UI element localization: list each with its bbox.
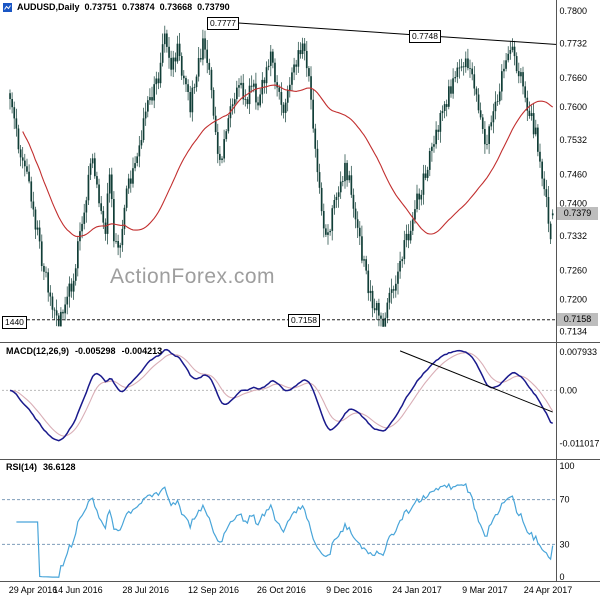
svg-text:0.007933: 0.007933 xyxy=(560,347,598,357)
svg-text:100: 100 xyxy=(560,461,575,471)
macd-value-signal: -0.004213 xyxy=(121,346,163,356)
support-level-badge: 0.7158 xyxy=(557,313,598,326)
svg-text:9 Mar 2017: 9 Mar 2017 xyxy=(462,585,508,595)
svg-text:9 Dec 2016: 9 Dec 2016 xyxy=(326,585,372,595)
resistance-label-7777[interactable]: 0.7777 xyxy=(207,17,239,30)
svg-text:0.7260: 0.7260 xyxy=(560,266,588,276)
svg-text:0.7134: 0.7134 xyxy=(560,326,588,336)
svg-text:0.7600: 0.7600 xyxy=(560,102,588,112)
ma-line xyxy=(22,84,554,237)
macd-value-main: -0.005298 xyxy=(75,346,116,356)
current-price-badge: 0.7379 xyxy=(557,207,598,220)
watermark: ActionForex.com xyxy=(110,265,276,288)
svg-text:70: 70 xyxy=(560,495,570,505)
svg-text:14 Jun 2016: 14 Jun 2016 xyxy=(53,585,103,595)
macd-trendline[interactable] xyxy=(399,350,553,413)
svg-text:0.7532: 0.7532 xyxy=(560,135,588,145)
macd-indicator-label: MACD(12,26,9) -0.005298 -0.004213 xyxy=(6,346,162,356)
svg-text:24 Jan 2017: 24 Jan 2017 xyxy=(392,585,442,595)
rsi-name: RSI(14) xyxy=(6,462,38,472)
svg-text:24 Apr 2017: 24 Apr 2017 xyxy=(524,585,573,595)
support-label-7158[interactable]: 0.7158 xyxy=(288,314,320,327)
quote-open: 0.73751 xyxy=(84,2,118,12)
svg-text:0.7200: 0.7200 xyxy=(560,295,588,305)
svg-text:0.7400: 0.7400 xyxy=(560,198,588,208)
svg-text:26 Oct 2016: 26 Oct 2016 xyxy=(257,585,306,595)
svg-text:0.7800: 0.7800 xyxy=(560,6,588,16)
svg-text:0: 0 xyxy=(560,572,565,582)
rsi-axis-ticks: 100 70 30 0 xyxy=(560,461,575,582)
svg-text:-0.011017: -0.011017 xyxy=(560,438,600,448)
chart-title: AUDUSD,Daily 0.73751 0.73874 0.73668 0.7… xyxy=(3,2,230,12)
macd-line xyxy=(9,348,554,442)
price-trendline[interactable] xyxy=(221,21,558,45)
price-axis-ticks: 0.7800 0.7732 0.7660 0.7600 0.7532 0.7460 0.74… xyxy=(560,6,588,336)
support-label-1440[interactable]: 1440 xyxy=(2,316,27,329)
svg-text:0.7660: 0.7660 xyxy=(560,73,588,83)
resistance-label-7748[interactable]: 0.7748 xyxy=(409,30,441,43)
svg-text:0.7460: 0.7460 xyxy=(560,169,588,179)
macd-axis-ticks: 0.007933 0.00 -0.011017 xyxy=(560,347,600,448)
svg-text:28 Jul 2016: 28 Jul 2016 xyxy=(122,585,169,595)
macd-name: MACD(12,26,9) xyxy=(6,346,70,356)
quote-close: 0.73790 xyxy=(197,2,230,12)
rsi-indicator-label: RSI(14) 36.6128 xyxy=(6,462,76,472)
quote-high: 0.73874 xyxy=(122,2,155,12)
svg-text:0.7732: 0.7732 xyxy=(560,39,588,49)
svg-text:29 Apr 2016: 29 Apr 2016 xyxy=(9,585,58,595)
quote-low: 0.73668 xyxy=(159,2,193,12)
rsi-value: 36.6128 xyxy=(43,462,76,472)
macd-signal-line xyxy=(9,352,554,437)
rsi-line xyxy=(16,482,554,578)
svg-text:0.00: 0.00 xyxy=(560,385,578,395)
panel-separators xyxy=(0,0,600,582)
chart-icon xyxy=(3,2,12,12)
candlestick-series xyxy=(9,25,554,327)
svg-text:12 Sep 2016: 12 Sep 2016 xyxy=(188,585,239,595)
svg-text:30: 30 xyxy=(560,539,570,549)
symbol-timeframe: AUDUSD,Daily xyxy=(17,2,80,12)
svg-text:0.7332: 0.7332 xyxy=(560,231,588,241)
